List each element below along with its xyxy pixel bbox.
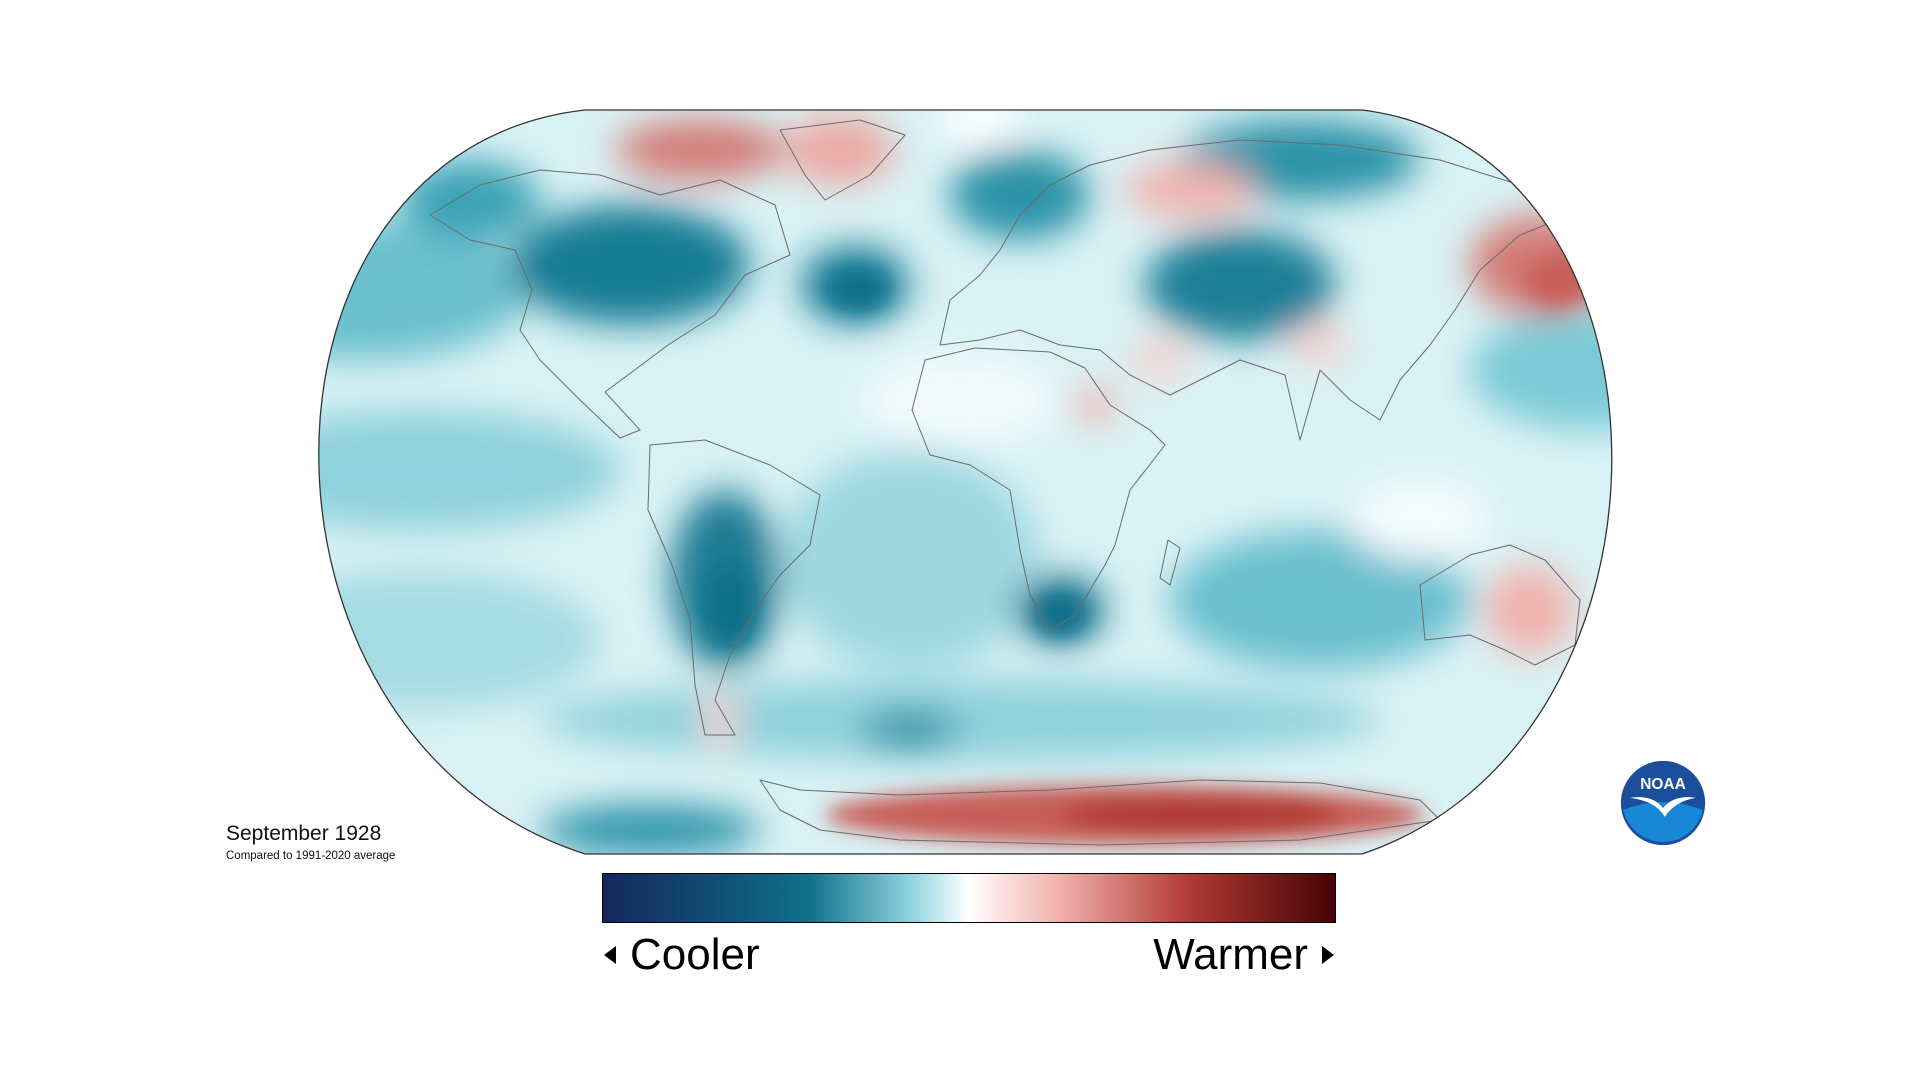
cool-core-north-atlantic: [828, 270, 888, 310]
neutral-patch-arctic-atlantic: [940, 110, 1020, 145]
coastline-madagascar: [1159, 539, 1181, 586]
cool-band-indian-ocean: [1170, 530, 1470, 670]
cool-band-north-pacific: [318, 220, 530, 360]
cool-center-europe: [950, 150, 1090, 240]
warmer-label: Warmer: [1153, 930, 1308, 979]
anomaly-field: [318, 110, 1612, 854]
anomaly-colorbar: [602, 873, 1336, 923]
coastline-eurasia: [939, 139, 1571, 441]
warm-patch-greenland: [785, 115, 895, 185]
warm-patch-middle-east: [1130, 340, 1190, 380]
coastline-greenland: [779, 119, 906, 201]
cool-center-alaska: [400, 160, 540, 240]
cool-band-tropical-pacific: [318, 410, 620, 530]
cool-center-antarctic-pacific: [540, 805, 760, 854]
map-title: September 1928: [226, 822, 382, 845]
cool-center-north-america: [510, 205, 750, 325]
warm-core-kamchatka: [1525, 255, 1595, 305]
neutral-patch-tropical-atlantic: [860, 355, 1060, 445]
cool-core-south-america: [705, 565, 755, 645]
arrow-left-icon: [604, 946, 616, 964]
cool-band-southern-ocean: [540, 680, 1380, 760]
noaa-logo: NOAA: [1620, 760, 1706, 846]
colorbar-gradient: [603, 874, 1335, 922]
noaa-logo-text: NOAA: [1640, 776, 1686, 793]
cool-center-central-asia: [1145, 230, 1335, 340]
map-outline: [318, 109, 1613, 855]
map-subtitle: Compared to 1991-2020 average: [226, 850, 396, 862]
noaa-logo-lower: [1623, 802, 1703, 843]
cool-band-west-pacific: [1470, 310, 1612, 430]
warm-patch-india: [1290, 325, 1350, 365]
warm-patch-canadian-arctic: [615, 120, 785, 180]
warm-patch-australia: [1485, 565, 1575, 655]
warm-patch-north-africa: [1075, 385, 1115, 425]
cooler-legend: Cooler: [604, 930, 760, 980]
warm-patch-siberia: [1125, 162, 1255, 218]
cool-band-south-pacific: [318, 570, 600, 710]
neutral-patch-indian: [1350, 480, 1490, 560]
coastline-north-america: [429, 169, 791, 439]
coastline-south-america: [647, 439, 821, 736]
cool-core-southern-africa: [1035, 597, 1085, 633]
arrow-right-icon: [1322, 946, 1334, 964]
warmer-legend: Warmer: [1153, 930, 1334, 980]
coastlines: [429, 119, 1581, 846]
cool-center-south-atlantic: [860, 710, 960, 750]
warm-core-antarctica: [1060, 797, 1340, 833]
noaa-logo-bird: [1630, 797, 1696, 817]
coastline-africa: [911, 347, 1166, 631]
warm-patch-patagonia: [700, 695, 740, 745]
cool-band-atlantic: [780, 450, 1040, 670]
cooler-label: Cooler: [630, 930, 760, 979]
coastline-antarctica: [759, 779, 1441, 846]
